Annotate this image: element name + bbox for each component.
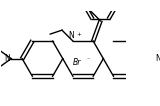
Text: N: N <box>156 54 160 63</box>
Text: ⁻: ⁻ <box>86 59 89 63</box>
Text: N: N <box>68 31 74 40</box>
Text: +: + <box>76 32 81 37</box>
Text: N: N <box>5 54 10 63</box>
Text: Br: Br <box>73 58 81 67</box>
